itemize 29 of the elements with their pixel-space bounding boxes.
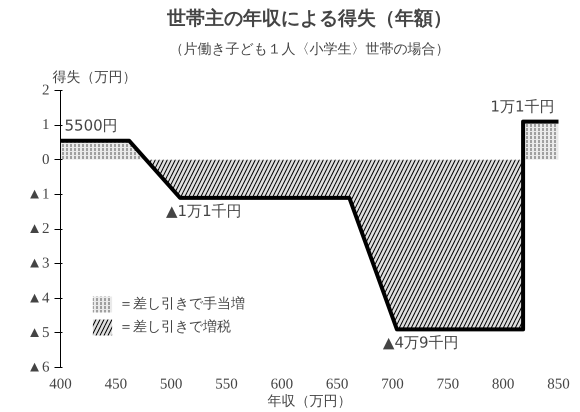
- annotation: 1万1千円: [490, 98, 555, 116]
- annotation: 5500円: [64, 116, 118, 135]
- chart-subtitle: （片働き子ども１人〈小学生〉世帯の場合）: [170, 42, 450, 58]
- y-axis-title: 得失（万円）: [52, 70, 136, 86]
- x-tick-label: 800: [492, 376, 514, 392]
- y-tick-label: 0: [42, 152, 50, 168]
- legend-label: ＝差し引きで増税: [119, 318, 231, 336]
- annotation: ▲4万9千円: [382, 333, 459, 352]
- x-tick-label: 550: [215, 376, 238, 392]
- annotation: ▲1万1千円: [166, 202, 242, 220]
- x-tick-label: 700: [381, 376, 404, 392]
- x-tick-label: 450: [104, 376, 128, 392]
- y-tick-label: ▲6: [27, 360, 50, 376]
- legend-label: ＝差し引きで手当増: [119, 295, 245, 313]
- y-tick-label: ▲4: [27, 290, 50, 306]
- x-tick-label: 500: [160, 376, 182, 392]
- x-tick-label: 750: [436, 376, 460, 392]
- x-axis-title: 年収（万円）: [268, 394, 352, 410]
- y-tick-label: 2: [42, 82, 50, 98]
- x-tick-label: 650: [326, 376, 348, 392]
- chart-title: 世帯主の年収による得失（年額）: [166, 8, 452, 30]
- x-tick-label: 600: [270, 376, 294, 392]
- x-tick-label: 850: [547, 376, 570, 392]
- y-tick-label: ▲1: [27, 186, 50, 202]
- y-tick-label: 1: [42, 117, 50, 134]
- y-tick-label: ▲3: [27, 256, 50, 272]
- x-tick-label: 400: [49, 376, 72, 392]
- y-tick-label: ▲5: [27, 324, 50, 341]
- y-tick-label: ▲2: [27, 221, 50, 237]
